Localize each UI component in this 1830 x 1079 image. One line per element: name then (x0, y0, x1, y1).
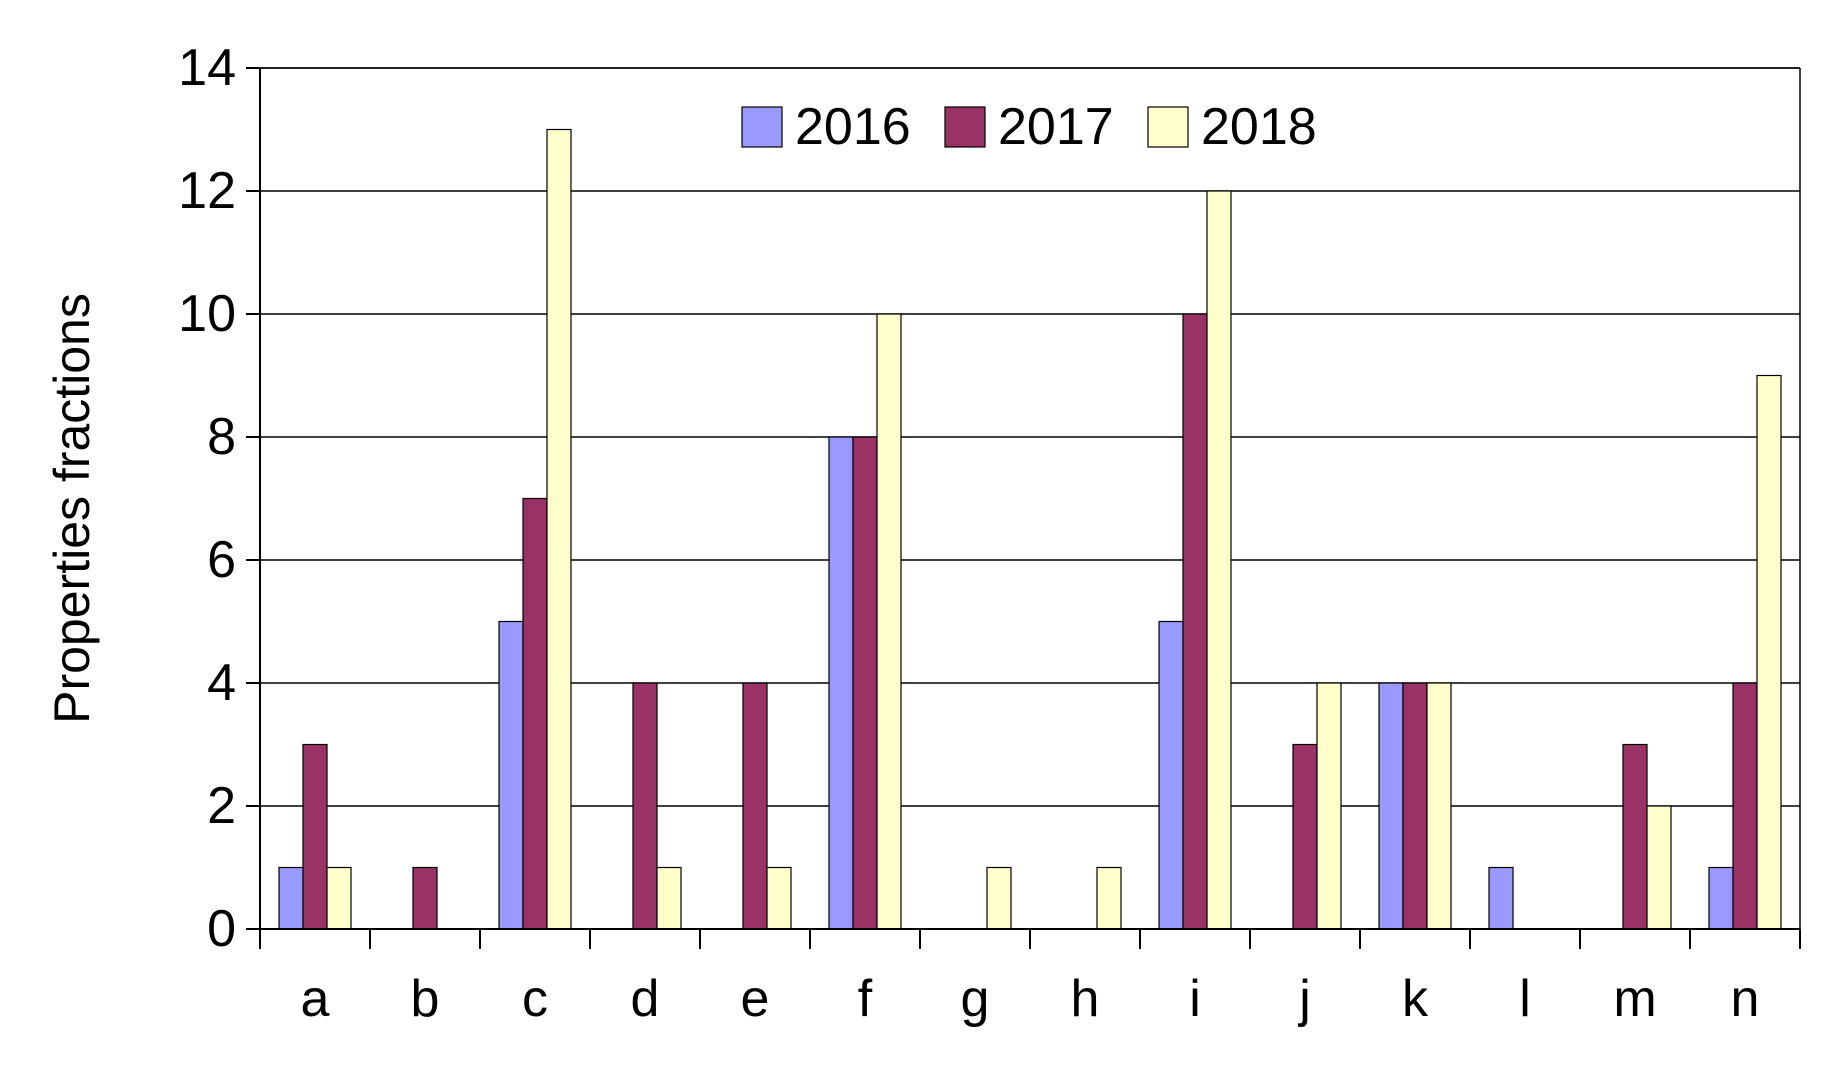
x-tick-label: l (1519, 970, 1531, 1028)
bar-2017-i (1182, 313, 1208, 930)
x-tick-label: d (631, 970, 660, 1028)
bar-2017-n (1732, 682, 1758, 930)
bar-2017-b (412, 866, 438, 930)
legend-swatch-2017 (944, 106, 986, 148)
bar-2018-i (1206, 190, 1232, 930)
bars (278, 128, 1782, 930)
y-tick-label: 4 (207, 654, 236, 712)
x-tick-label: e (741, 970, 770, 1028)
bar-2016-f (828, 436, 854, 930)
bar-2018-j (1316, 682, 1342, 930)
bar-2016-a (278, 866, 304, 930)
y-tick-label: 0 (207, 900, 236, 958)
bar-2018-a (326, 866, 352, 930)
axes (246, 67, 1801, 949)
x-tick-label: i (1189, 970, 1201, 1028)
bar-2017-j (1292, 743, 1318, 930)
x-tick-label: f (858, 970, 873, 1028)
y-tick-label: 8 (207, 408, 236, 466)
bar-2018-m (1646, 805, 1672, 930)
y-axis-title: Properties fractions (44, 293, 100, 724)
y-tick-label: 14 (178, 39, 236, 97)
bar-2016-l (1488, 866, 1514, 930)
bar-2018-h (1096, 866, 1122, 930)
legend-label-2016: 2016 (795, 98, 911, 156)
bar-2017-d (632, 682, 658, 930)
bar-2017-c (522, 497, 548, 930)
x-tick-labels: a b c d e f g h i j k l m n (301, 970, 1760, 1028)
bar-2018-c (546, 128, 572, 930)
legend: 2016 2017 2018 (741, 98, 1317, 156)
bar-2018-d (656, 866, 682, 930)
bar-2016-k (1378, 682, 1404, 930)
x-tick-label: c (522, 970, 548, 1028)
bar-2017-f (852, 436, 878, 930)
bar-2018-n (1756, 374, 1782, 930)
bar-2018-k (1426, 682, 1452, 930)
y-tick-label: 2 (207, 777, 236, 835)
bar-2018-f (876, 313, 902, 930)
legend-swatch-2018 (1147, 106, 1189, 148)
legend-label-2018: 2018 (1201, 98, 1317, 156)
y-tick-labels: 0 2 4 6 8 10 12 14 (178, 39, 236, 958)
bar-2017-m (1622, 743, 1648, 930)
x-tick-label: n (1731, 970, 1760, 1028)
x-tick-label: m (1613, 970, 1656, 1028)
bar-2016-n (1708, 866, 1734, 930)
gridlines (260, 67, 1800, 807)
y-tick-label: 6 (207, 531, 236, 589)
bar-2017-e (742, 682, 768, 930)
bar-2016-i (1158, 620, 1184, 930)
x-tick-label: j (1297, 970, 1311, 1028)
legend-label-2017: 2017 (998, 98, 1114, 156)
x-tick-label: b (411, 970, 440, 1028)
x-tick-label: k (1402, 970, 1429, 1028)
x-tick-label: g (961, 970, 990, 1028)
bar-2017-a (302, 743, 328, 930)
y-tick-label: 10 (178, 285, 236, 343)
y-tick-label: 12 (178, 162, 236, 220)
legend-swatch-2016 (741, 106, 783, 148)
bar-2017-k (1402, 682, 1428, 930)
x-tick-label: a (301, 970, 330, 1028)
x-tick-label: h (1071, 970, 1100, 1028)
bar-2018-e (766, 866, 792, 930)
bar-2016-c (498, 620, 524, 930)
bar-2018-g (986, 866, 1012, 930)
